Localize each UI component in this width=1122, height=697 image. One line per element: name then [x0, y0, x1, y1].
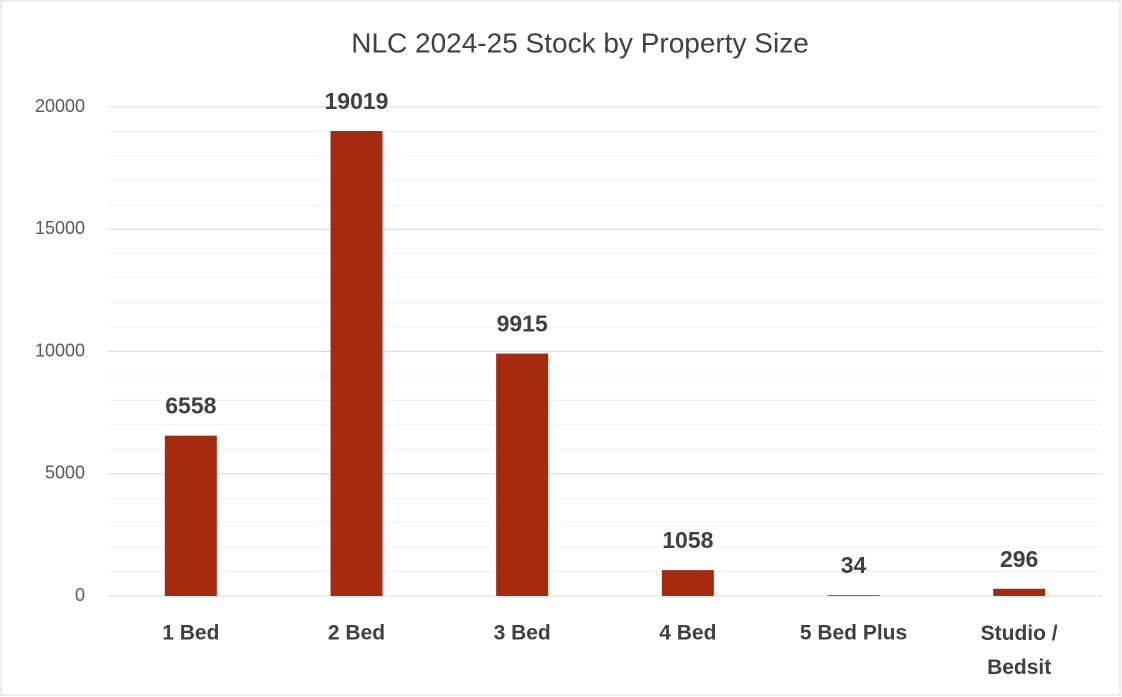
x-tick-label: Studio / Bedsit: [981, 622, 1058, 679]
y-tick-label: 10000: [35, 340, 85, 360]
x-tick-label: 2 Bed: [328, 622, 385, 645]
x-tick-label: 1 Bed: [162, 622, 219, 645]
y-tick-label: 20000: [35, 96, 85, 116]
bar: [827, 595, 880, 596]
y-tick-label: 15000: [35, 218, 85, 238]
data-label: 6558: [165, 393, 216, 419]
data-label: 34: [841, 552, 867, 578]
bar: [330, 130, 383, 596]
bar: [661, 570, 714, 596]
bar: [496, 353, 549, 596]
data-label: 1058: [662, 527, 713, 553]
y-tick-label: 5000: [45, 463, 85, 483]
bar: [993, 588, 1046, 596]
x-tick-label: 3 Bed: [494, 622, 551, 645]
data-label: 19019: [325, 88, 389, 114]
bar: [164, 435, 217, 596]
y-tick-label: 0: [75, 585, 85, 605]
x-tick-label: 5 Bed Plus: [800, 622, 907, 645]
chart-title: NLC 2024-25 Stock by Property Size: [351, 27, 809, 58]
data-label: 9915: [497, 311, 548, 337]
data-label: 296: [1000, 546, 1038, 572]
x-tick-label: 4 Bed: [659, 622, 716, 645]
